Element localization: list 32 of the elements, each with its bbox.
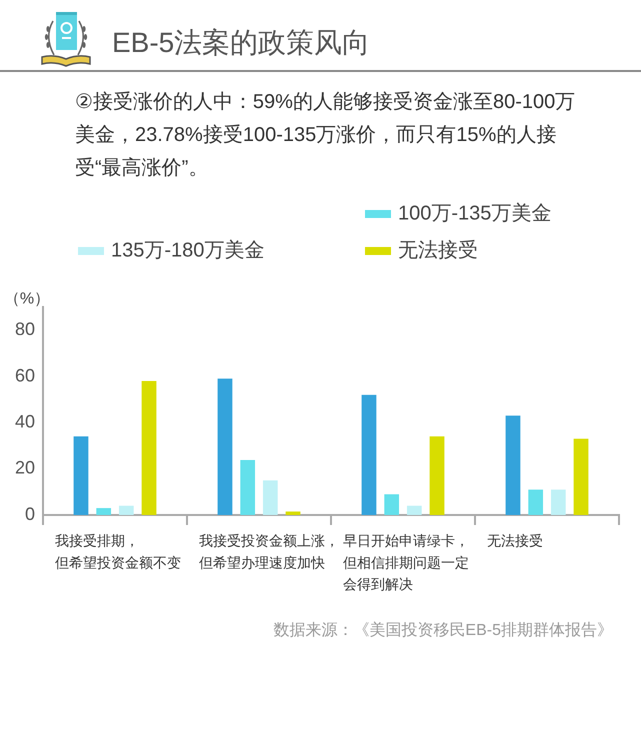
bar [74,436,88,515]
bar [384,494,400,515]
y-tick-label: 0 [24,504,35,524]
y-tick-label: 40 [14,412,35,432]
y-tick-label: 80 [14,319,35,340]
x-tick-label: 早日开始申请绿卡，但相信排期问题一定会得到解决 [343,532,469,592]
bar [142,380,156,515]
bar [528,490,544,515]
bar [430,436,444,515]
bar [118,506,134,515]
bar [96,508,112,515]
bar [550,490,566,515]
chart-title: EB-5法案的政策风向 [112,26,370,60]
legend-label: 无法接受 [398,240,478,262]
bar [262,480,278,515]
y-axis-title: （%） [4,290,50,308]
bar [286,512,300,515]
source-note: 数据来源：《美国投资移民EB-5排期群体报告》 [273,620,613,641]
legend-label: 135万-180万美金 [111,238,264,262]
bar [406,506,422,515]
x-tick-label: 我接受排期，但希望投资金额不变 [55,532,181,570]
y-tick-label: 20 [14,458,35,478]
bar [240,460,256,515]
bar [362,394,376,515]
y-tick-label: 60 [14,365,35,386]
chart-subtitle: ②接受涨价的人中：59%的人能够接受资金涨至80-100万美金，23.78%接受100-135万涨价，而只有15%的人接受“最高涨价”。 [75,90,576,181]
x-tick-label: 我接受投资金额上涨，但希望办理速度加快 [199,532,339,570]
bar [574,438,588,515]
legend-label: 100万-135万美金 [398,202,552,225]
bar [506,416,520,515]
bar [218,378,232,515]
x-tick-label: 无法接受 [487,532,543,549]
